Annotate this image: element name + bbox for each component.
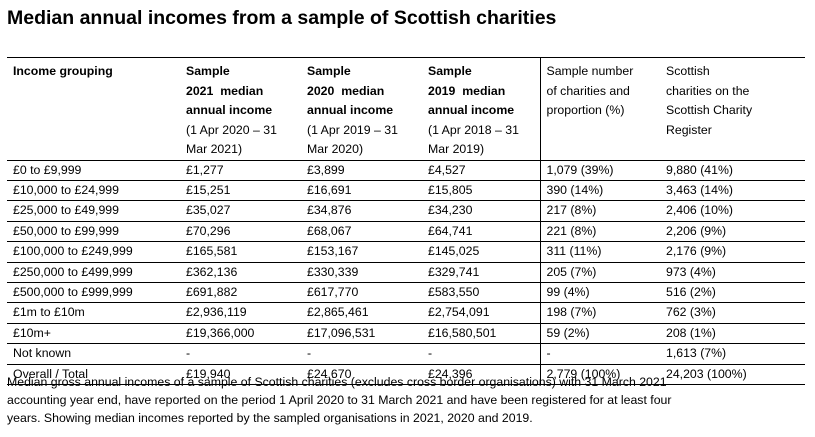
cell-register-count: 3,463 (14%)	[660, 180, 805, 202]
cell-income-grouping: £10m+	[7, 323, 180, 345]
cell-register-count: 762 (3%)	[660, 302, 805, 324]
cell-2021-median: £35,027	[180, 200, 301, 222]
cell-income-grouping: £1m to £10m	[7, 302, 180, 324]
cell-register-count: 516 (2%)	[660, 282, 805, 304]
table-total-row: Overall / Total £19,940 £24,670 £24,396 2,77…	[7, 364, 805, 385]
footnote-line: Median gross annual incomes of a sample …	[7, 375, 667, 389]
table-row: £50,000 to £99,999 £70,296 £68,067 £64,741 2…	[7, 221, 805, 243]
cell-2019-median: £16,580,501	[422, 323, 540, 345]
cell-2019-median: £4,527	[422, 160, 540, 181]
cell-2021-median: £165,581	[180, 241, 301, 263]
page-title: Median annual incomes from a sample of S…	[7, 7, 557, 29]
header-income-grouping: Income grouping	[7, 58, 180, 161]
cell-2021-median: £691,882	[180, 282, 301, 304]
cell-sample-number: 59 (2%)	[539, 323, 660, 345]
cell-2020-median: £153,167	[301, 241, 422, 263]
cell-register-count: 24,203 (100%)	[660, 364, 805, 385]
cell-2019-median: £583,550	[422, 282, 540, 304]
cell-2020-median: -	[301, 343, 422, 365]
cell-income-grouping: £100,000 to £249,999	[7, 241, 180, 263]
cell-register-count: 973 (4%)	[660, 262, 805, 283]
table-row: £250,000 to £499,999 £362,136 £330,339 £329…	[7, 262, 805, 283]
cell-register-count: 9,880 (41%)	[660, 160, 805, 181]
cell-income-grouping: £50,000 to £99,999	[7, 221, 180, 243]
table-row: £0 to £9,999 £1,277 £3,899 £4,527 1,079 (39%…	[7, 160, 805, 181]
cell-2021-median: £2,936,119	[180, 302, 301, 324]
cell-income-grouping: Not known	[7, 343, 180, 365]
cell-2021-median: £362,136	[180, 262, 301, 283]
table-header-row: Income grouping Sample 2021 median annua…	[7, 58, 805, 161]
cell-2019-median: £2,754,091	[422, 302, 540, 324]
cell-2021-median: £70,296	[180, 221, 301, 243]
cell-2019-median: £329,741	[422, 262, 540, 283]
cell-income-grouping: £10,000 to £24,999	[7, 180, 180, 202]
cell-2019-median: £24,396	[422, 364, 540, 385]
cell-sample-number: 198 (7%)	[539, 302, 660, 324]
table-footnote: Median gross annual incomes of a sample …	[7, 373, 807, 427]
table-body: £0 to £9,999 £1,277 £3,899 £4,527 1,079 (39%…	[7, 160, 805, 385]
cell-sample-number: 205 (7%)	[539, 262, 660, 283]
table-row: £500,000 to £999,999 £691,882 £617,770 £583…	[7, 282, 805, 304]
cell-2020-median: £16,691	[301, 180, 422, 202]
cell-2021-median: -	[180, 343, 301, 365]
cell-sample-number: 311 (11%)	[539, 241, 660, 263]
header-sample-number: Sample number of charities and proportio…	[539, 58, 660, 161]
cell-2019-median: £145,025	[422, 241, 540, 263]
cell-2020-median: £17,096,531	[301, 323, 422, 345]
cell-sample-number: 390 (14%)	[539, 180, 660, 202]
cell-register-count: 2,176 (9%)	[660, 241, 805, 263]
cell-register-count: 2,206 (9%)	[660, 221, 805, 243]
cell-income-grouping: Overall / Total	[7, 364, 180, 385]
cell-sample-number: -	[539, 343, 660, 365]
cell-2020-median: £2,865,461	[301, 302, 422, 324]
header-register-count: Scottish charities on the Scottish Chari…	[660, 58, 805, 161]
cell-income-grouping: £250,000 to £499,999	[7, 262, 180, 283]
cell-register-count: 2,406 (10%)	[660, 200, 805, 222]
cell-2019-median: £64,741	[422, 221, 540, 243]
cell-sample-number: 2,779 (100%)	[539, 364, 660, 385]
cell-2020-median: £617,770	[301, 282, 422, 304]
header-2019-median: Sample 2019 median annual income (1 Apr …	[422, 58, 540, 161]
header-2020-median: Sample 2020 median annual income (1 Apr …	[301, 58, 422, 161]
cell-register-count: 1,613 (7%)	[660, 343, 805, 365]
income-table: Income grouping Sample 2021 median annua…	[7, 58, 805, 385]
cell-2019-median: £15,805	[422, 180, 540, 202]
cell-2019-median: -	[422, 343, 540, 365]
cell-2020-median: £24,670	[301, 364, 422, 385]
cell-2020-median: £34,876	[301, 200, 422, 222]
cell-sample-number: 1,079 (39%)	[539, 160, 660, 181]
cell-2021-median: £19,366,000	[180, 323, 301, 345]
footnote-line: accounting year end, have reported on th…	[7, 393, 672, 407]
cell-sample-number: 99 (4%)	[539, 282, 660, 304]
cell-2020-median: £68,067	[301, 221, 422, 243]
cell-2019-median: £34,230	[422, 200, 540, 222]
cell-2021-median: £15,251	[180, 180, 301, 202]
cell-2020-median: £3,899	[301, 160, 422, 181]
table-row: £100,000 to £249,999 £165,581 £153,167 £145…	[7, 241, 805, 263]
header-2021-median: Sample 2021 median annual income (1 Apr …	[180, 58, 301, 161]
footnote-line: years. Showing median incomes reported b…	[7, 411, 533, 425]
cell-sample-number: 217 (8%)	[539, 200, 660, 222]
income-table-container: Income grouping Sample 2021 median annua…	[7, 57, 805, 385]
table-row: £25,000 to £49,999 £35,027 £34,876 £34,230 2…	[7, 200, 805, 222]
table-row: £1m to £10m £2,936,119 £2,865,461 £2,754,09…	[7, 302, 805, 324]
cell-2021-median: £1,277	[180, 160, 301, 181]
table-row: Not known - - - -1,613 (7%)	[7, 343, 805, 365]
cell-register-count: 208 (1%)	[660, 323, 805, 345]
cell-income-grouping: £0 to £9,999	[7, 160, 180, 181]
cell-2020-median: £330,339	[301, 262, 422, 283]
cell-sample-number: 221 (8%)	[539, 221, 660, 243]
cell-2021-median: £19,940	[180, 364, 301, 385]
table-row: £10m+ £19,366,000 £17,096,531 £16,580,501 59…	[7, 323, 805, 345]
cell-income-grouping: £25,000 to £49,999	[7, 200, 180, 222]
table-row: £10,000 to £24,999 £15,251 £16,691 £15,805 3…	[7, 180, 805, 202]
cell-income-grouping: £500,000 to £999,999	[7, 282, 180, 304]
